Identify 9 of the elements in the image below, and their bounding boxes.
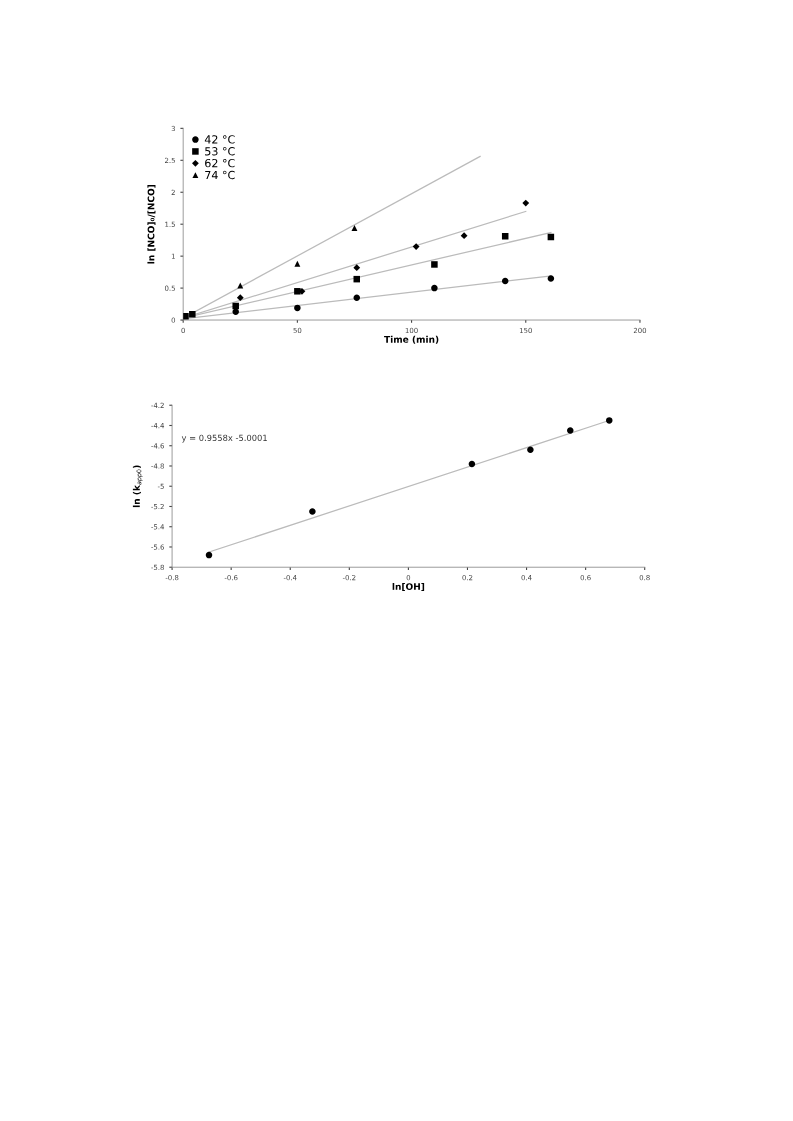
legend-label: 53 °C xyxy=(205,147,235,156)
y-axis-title: ln [NCO]₀/[NCO] xyxy=(147,184,156,264)
x-axis-title: Time (min) xyxy=(384,335,439,344)
legend-label: 42 °C xyxy=(204,135,235,144)
legend-label: 74 °C xyxy=(205,170,235,180)
legend-label: 62 °C xyxy=(205,158,235,168)
x-axis-title: ln[OH] xyxy=(392,582,425,592)
y-axis-title: ln (k$_{app0}$) xyxy=(132,465,143,508)
annotation: y = 0.9558x -5.0001 xyxy=(181,434,267,443)
